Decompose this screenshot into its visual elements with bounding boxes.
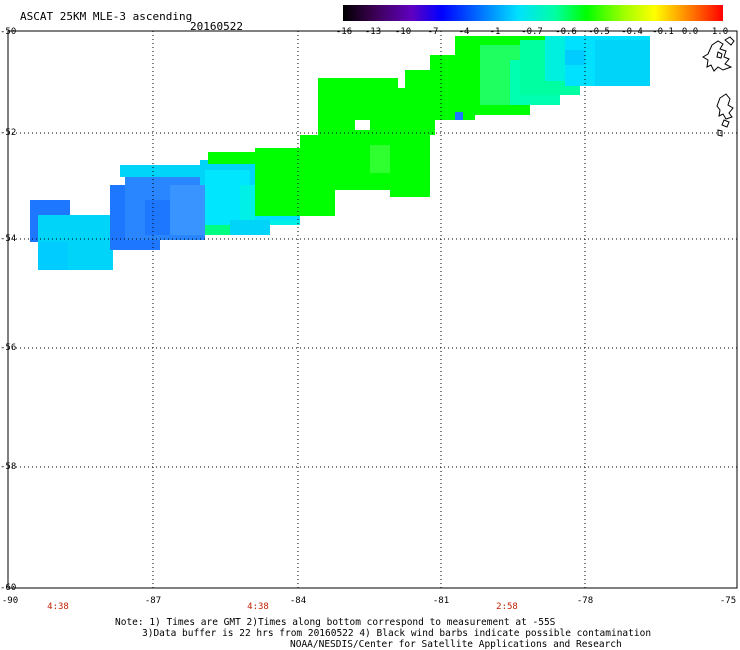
lon-label: -81: [432, 596, 450, 606]
colorbar-label: -0.4: [621, 27, 643, 37]
colorbar-gradient: [343, 5, 723, 21]
note-line-2: 3)Data buffer is 22 hrs from 20160522 4)…: [142, 628, 652, 639]
colorbar-label: -1: [489, 27, 501, 37]
wind-swath: [30, 36, 650, 270]
lat-label: -58: [0, 462, 17, 472]
colorbar-label: -0.6: [555, 27, 577, 37]
time-label: 4:38: [247, 602, 269, 612]
coastline: [702, 36, 735, 137]
note-line-1: Note: 1) Times are GMT 2)Times along bot…: [115, 617, 556, 628]
lon-label: -84: [289, 596, 307, 606]
map-date: 20160522: [190, 20, 243, 33]
lat-label: -60: [0, 583, 17, 593]
colorbar-label: 1.0: [711, 27, 729, 37]
colorbar-label: -0.7: [521, 27, 543, 37]
colorbar-label: -4: [458, 27, 470, 37]
lon-label: -78: [576, 596, 594, 606]
colorbar: [343, 5, 723, 21]
lat-label: -50: [0, 27, 17, 37]
lon-label: -87: [144, 596, 162, 606]
colorbar-label: -16: [335, 27, 353, 37]
lat-label: -54: [0, 234, 17, 244]
colorbar-label: -0.1: [652, 27, 674, 37]
plot-frame: [7, 30, 738, 589]
lat-label: -52: [0, 128, 17, 138]
note-line-3: NOAA/NESDIS/Center for Satellite Applica…: [290, 639, 622, 650]
colorbar-label: -10: [394, 27, 412, 37]
colorbar-label: -13: [364, 27, 382, 37]
lat-label: -56: [0, 343, 17, 353]
lon-label: -75: [719, 596, 737, 606]
time-label: 4:38: [47, 602, 69, 612]
lon-label: -90: [1, 596, 19, 606]
grid: [8, 31, 737, 588]
colorbar-label: -7: [427, 27, 439, 37]
colorbar-label: 0.0: [681, 27, 699, 37]
map-title: ASCAT 25KM MLE-3 ascending: [20, 10, 193, 23]
time-label: 2:58: [496, 602, 518, 612]
colorbar-label: -0.5: [588, 27, 610, 37]
